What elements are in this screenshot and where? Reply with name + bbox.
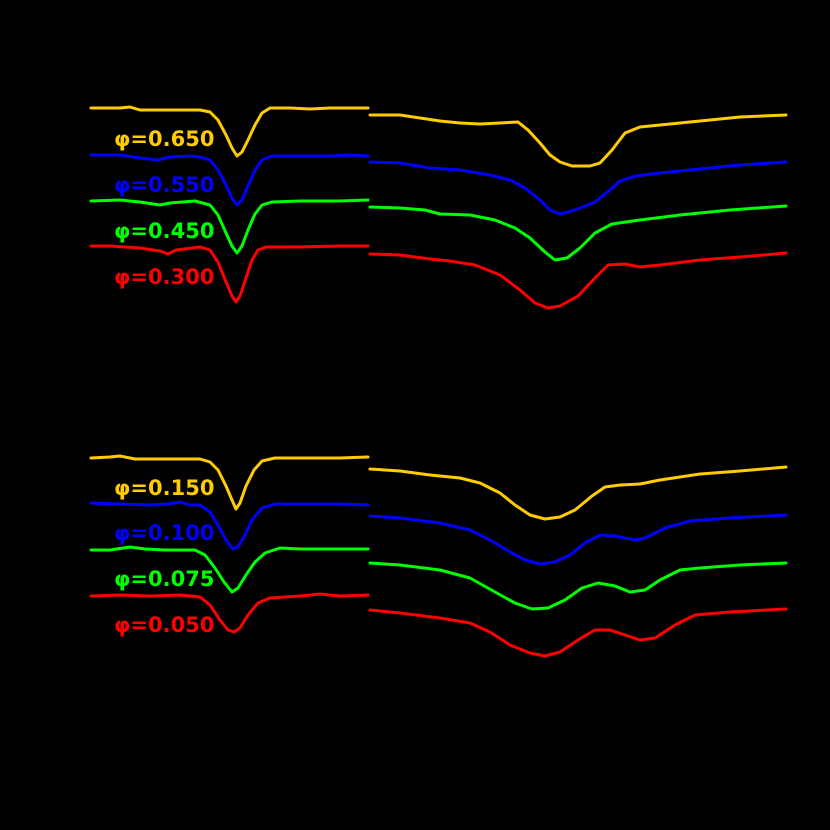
bottom-left-panel	[89, 454, 370, 634]
label-phase-0100: φ=0.100	[114, 521, 214, 545]
trace-bottom-right-0150	[368, 465, 788, 521]
top-panel-labels: φ=0.650 φ=0.550 φ=0.450 φ=0.300	[114, 127, 214, 289]
trace-top-left-0550	[89, 153, 370, 207]
bottom-right-panel	[368, 465, 788, 658]
bottom-panel-labels: φ=0.150 φ=0.100 φ=0.075 φ=0.050	[114, 476, 214, 637]
trace-bottom-right-0100	[368, 513, 788, 566]
trace-top-right-0450	[368, 204, 788, 262]
trace-top-left-0300	[89, 244, 370, 304]
top-right-panel	[368, 113, 788, 310]
top-left-panel	[89, 105, 370, 304]
label-phase-0150: φ=0.150	[114, 476, 214, 500]
trace-top-right-0650	[368, 113, 788, 168]
trace-bottom-right-0075	[368, 561, 788, 611]
trace-bottom-left-0100	[89, 500, 370, 551]
label-phase-0075: φ=0.075	[114, 567, 214, 591]
label-phase-0650: φ=0.650	[114, 127, 214, 151]
trace-top-right-0550	[368, 160, 788, 216]
trace-bottom-left-0075	[89, 545, 370, 594]
label-phase-0450: φ=0.450	[114, 219, 214, 243]
trace-bottom-right-0050	[368, 607, 788, 658]
trace-top-left-0650	[89, 105, 370, 158]
trace-top-left-0450	[89, 198, 370, 255]
label-phase-0550: φ=0.550	[114, 173, 214, 197]
label-phase-0050: φ=0.050	[114, 613, 214, 637]
label-phase-0300: φ=0.300	[114, 265, 214, 289]
trace-top-right-0300	[368, 251, 788, 310]
trace-bottom-left-0050	[89, 592, 370, 634]
trace-bottom-left-0150	[89, 454, 370, 511]
